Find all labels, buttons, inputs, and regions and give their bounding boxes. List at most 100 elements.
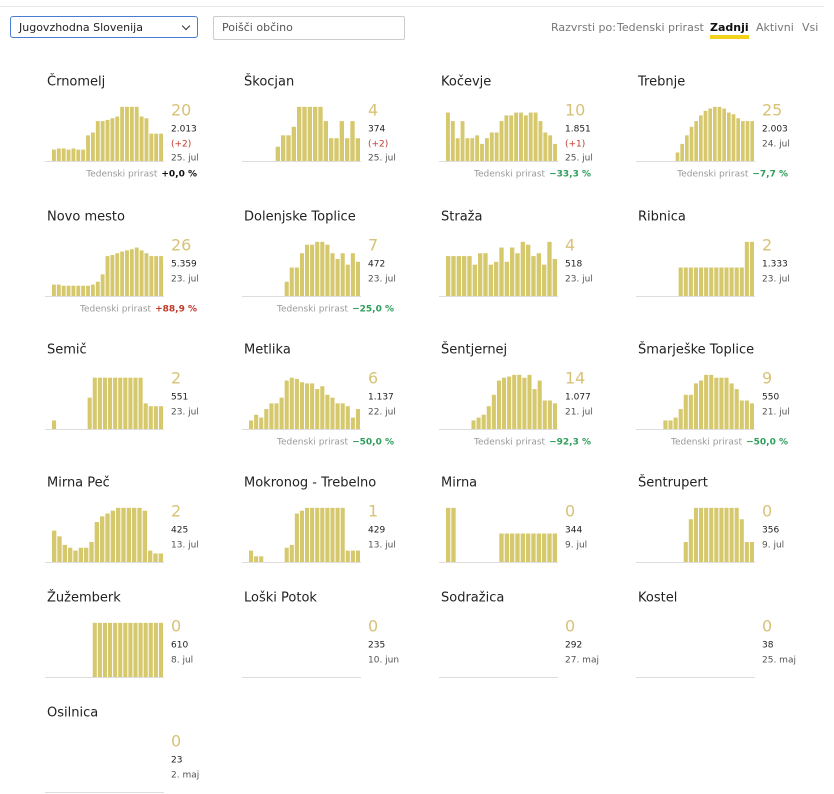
bar (313, 106, 318, 161)
bar (249, 420, 254, 429)
bar (66, 149, 71, 161)
bar (489, 132, 494, 161)
bar (478, 253, 483, 296)
bar (299, 253, 304, 296)
date: 2. maj (171, 771, 199, 781)
sort-option[interactable]: Zadnji (710, 21, 749, 39)
bar (467, 256, 472, 296)
bar (693, 267, 698, 296)
bar (345, 138, 350, 161)
bar (446, 256, 451, 296)
bar (514, 112, 519, 161)
bar (299, 510, 304, 562)
new-cases: 1 (368, 502, 378, 521)
bar (279, 397, 284, 429)
bar (120, 106, 125, 161)
total: 1.077 (565, 393, 591, 403)
bar (52, 284, 56, 296)
bar (673, 417, 678, 429)
bar (105, 119, 110, 161)
bar (709, 374, 714, 429)
bar (494, 261, 499, 296)
bar (552, 533, 557, 562)
card-title: Metlika (244, 343, 291, 358)
bar (685, 135, 689, 161)
bar (100, 274, 105, 296)
bar (315, 389, 320, 429)
sort-option[interactable]: Tedenski prirast (617, 21, 704, 34)
bar (320, 507, 325, 562)
bar (153, 622, 158, 677)
bar (750, 121, 754, 161)
bar (729, 267, 734, 296)
date: 9. jul (762, 541, 784, 551)
bar (486, 406, 491, 429)
new-cases: 20 (171, 101, 191, 120)
bar (547, 241, 552, 296)
bar (496, 380, 501, 429)
card-title: Mirna (441, 476, 477, 491)
bar (81, 285, 86, 296)
bar (678, 409, 683, 429)
bar (678, 267, 683, 296)
bar (302, 106, 307, 161)
bar (142, 510, 147, 562)
bar (499, 533, 504, 562)
bar (334, 138, 339, 161)
bar (116, 507, 121, 562)
bar (92, 622, 97, 677)
bar (94, 522, 99, 562)
delta: (+1) (565, 140, 585, 150)
bar (709, 267, 714, 296)
bar (289, 377, 294, 429)
new-cases: 0 (368, 617, 378, 636)
new-cases: 9 (762, 369, 772, 388)
new-cases: 25 (762, 101, 782, 120)
bar (538, 121, 543, 161)
bar (355, 261, 360, 296)
bar (305, 244, 310, 296)
bar (325, 394, 330, 429)
bar (297, 106, 302, 161)
bar (446, 112, 450, 161)
sort-option[interactable]: Vsi (802, 21, 819, 34)
bar (523, 115, 528, 161)
weekly-change: −33,3 % (549, 170, 591, 180)
bar (520, 533, 525, 562)
bar (491, 394, 496, 429)
total: 610 (171, 641, 188, 651)
new-cases: 4 (565, 236, 575, 255)
bar (683, 542, 688, 562)
bar (683, 267, 688, 296)
card-title: Šentjernej (441, 342, 507, 358)
sort-option[interactable]: Aktivni (756, 21, 794, 34)
bar (330, 397, 335, 429)
date: 23. jul (368, 275, 396, 285)
region-select[interactable]: Jugovzhodna Slovenija (10, 16, 198, 38)
bar (548, 135, 553, 161)
bar (729, 507, 734, 562)
bar (118, 377, 123, 429)
bar (320, 241, 325, 296)
bar (139, 250, 144, 296)
bar (137, 507, 142, 562)
bar (123, 377, 128, 429)
search-input[interactable]: Poišči občino (213, 16, 405, 40)
bar (133, 377, 138, 429)
sort-label: Razvrsti po: (551, 21, 616, 34)
date: 23. jul (762, 275, 790, 285)
card-title: Šentrupert (638, 475, 708, 491)
bar (713, 106, 717, 161)
bar (325, 507, 330, 562)
bar (148, 550, 153, 562)
bar (536, 533, 541, 562)
bar (335, 507, 340, 562)
bar (553, 143, 557, 161)
bar (499, 247, 504, 296)
bar (744, 241, 749, 296)
weekly-label: Tedenski prirast (670, 438, 743, 448)
bar (719, 267, 724, 296)
total: 1.851 (565, 125, 591, 135)
bar (542, 400, 547, 429)
bar (86, 285, 90, 296)
